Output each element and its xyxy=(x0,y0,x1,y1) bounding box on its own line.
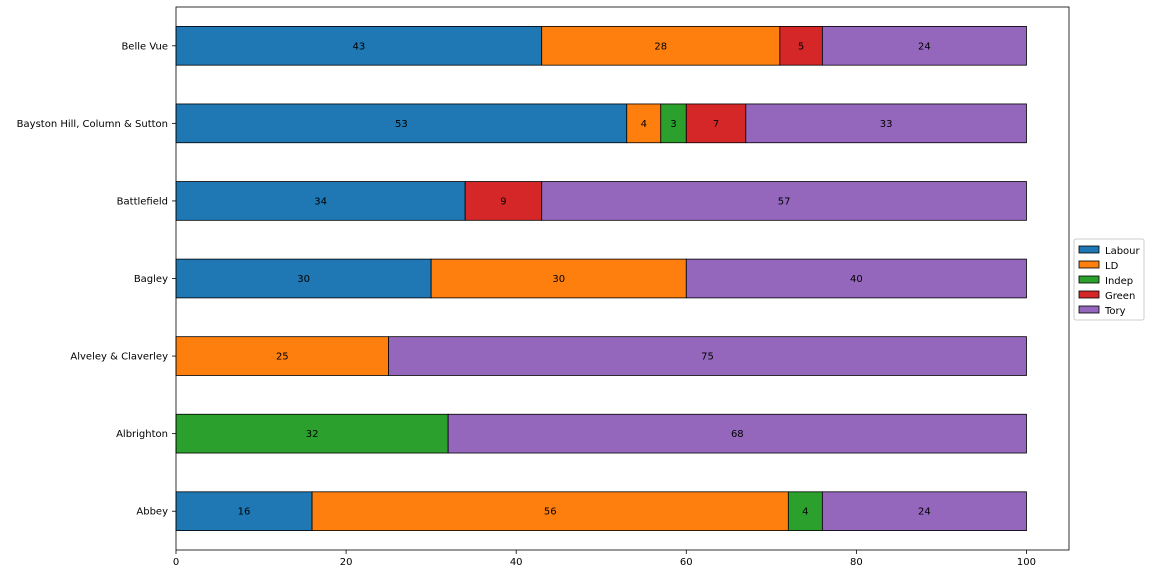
legend-label-labour: Labour xyxy=(1105,246,1141,257)
x-tick-label-0: 0 xyxy=(173,557,179,568)
bar-label-belle-vue-tory: 24 xyxy=(918,41,931,52)
bar-label-belle-vue-ld: 28 xyxy=(654,41,667,52)
bar-label-battlefield-green: 9 xyxy=(500,196,506,207)
bar-bayston-hill-column-sutton-ld xyxy=(626,103,662,144)
bar-albrighton-indep xyxy=(175,413,449,454)
x-tick-label-80: 80 xyxy=(850,557,863,568)
bar-label-belle-vue-green: 5 xyxy=(798,41,804,52)
bar-label-alveley-claverley-ld: 25 xyxy=(276,352,289,363)
x-tick-label-100: 100 xyxy=(1017,557,1036,568)
x-tick-label-20: 20 xyxy=(340,557,353,568)
bar-abbey-tory xyxy=(821,491,1027,532)
y-tick-label-bayston-hill-column-sutton: Bayston Hill, Column & Sutton xyxy=(17,119,168,130)
bar-battlefield-tory xyxy=(541,181,1027,221)
bar-bayston-hill-column-sutton-green xyxy=(685,103,747,144)
bar-battlefield-labour xyxy=(175,181,466,221)
legend-swatch-tory xyxy=(1078,305,1100,314)
bar-alveley-claverley-ld xyxy=(175,336,390,376)
bar-bagley-tory xyxy=(685,258,1027,299)
bar-label-albrighton-indep: 32 xyxy=(306,429,319,440)
bar-label-belle-vue-labour: 43 xyxy=(352,41,365,52)
bar-label-abbey-ld: 56 xyxy=(544,507,557,518)
bar-bagley-ld xyxy=(430,258,687,299)
bar-battlefield-green xyxy=(464,181,543,221)
bar-label-bagley-tory: 40 xyxy=(850,274,863,285)
legend-swatch-indep xyxy=(1078,275,1100,284)
bar-bayston-hill-column-sutton-indep xyxy=(660,103,687,144)
bar-label-alveley-claverley-tory: 75 xyxy=(701,352,714,363)
legend-label-indep: Indep xyxy=(1105,276,1133,287)
legend-label-green: Green xyxy=(1105,291,1135,302)
bar-label-bayston-hill-column-sutton-ld: 4 xyxy=(641,119,647,130)
bar-label-bagley-ld: 30 xyxy=(552,274,565,285)
legend-swatch-green xyxy=(1078,290,1100,299)
bar-label-bagley-labour: 30 xyxy=(297,274,310,285)
bar-bayston-hill-column-sutton-labour xyxy=(175,103,628,144)
bar-label-abbey-tory: 24 xyxy=(918,507,931,518)
legend-swatch-labour xyxy=(1078,245,1100,254)
bar-label-battlefield-labour: 34 xyxy=(314,196,327,207)
bar-label-abbey-indep: 4 xyxy=(802,507,808,518)
y-tick-label-battlefield: Battlefield xyxy=(117,196,168,207)
bar-abbey-indep xyxy=(787,491,823,532)
bar-belle-vue-ld xyxy=(541,25,781,66)
legend xyxy=(1073,238,1145,321)
bar-alveley-claverley-tory xyxy=(388,336,1027,376)
bar-label-abbey-labour: 16 xyxy=(238,507,251,518)
bar-belle-vue-labour xyxy=(175,25,543,66)
bar-albrighton-tory xyxy=(447,413,1027,454)
bar-label-albrighton-tory: 68 xyxy=(731,429,744,440)
bar-belle-vue-tory xyxy=(821,25,1027,66)
bar-label-bayston-hill-column-sutton-tory: 33 xyxy=(880,119,893,130)
y-tick-label-alveley-claverley: Alveley & Claverley xyxy=(70,352,168,363)
legend-label-tory: Tory xyxy=(1104,306,1126,317)
bar-label-bayston-hill-column-sutton-green: 7 xyxy=(713,119,719,130)
bar-belle-vue-green xyxy=(779,25,823,66)
bar-bayston-hill-column-sutton-tory xyxy=(745,103,1027,144)
bar-label-battlefield-tory: 57 xyxy=(778,196,791,207)
bar-label-bayston-hill-column-sutton-labour: 53 xyxy=(395,119,408,130)
y-tick-label-bagley: Bagley xyxy=(134,274,168,285)
legend-label-ld: LD xyxy=(1105,261,1119,272)
y-tick-label-albrighton: Albrighton xyxy=(116,429,168,440)
y-tick-label-abbey: Abbey xyxy=(136,507,168,518)
bar-abbey-ld xyxy=(311,491,789,532)
y-tick-label-belle-vue: Belle Vue xyxy=(121,41,168,52)
bar-abbey-labour xyxy=(175,491,313,532)
bar-label-bayston-hill-column-sutton-indep: 3 xyxy=(670,119,676,130)
legend-swatch-ld xyxy=(1078,260,1100,269)
x-tick-label-40: 40 xyxy=(510,557,523,568)
x-tick-label-60: 60 xyxy=(680,557,693,568)
